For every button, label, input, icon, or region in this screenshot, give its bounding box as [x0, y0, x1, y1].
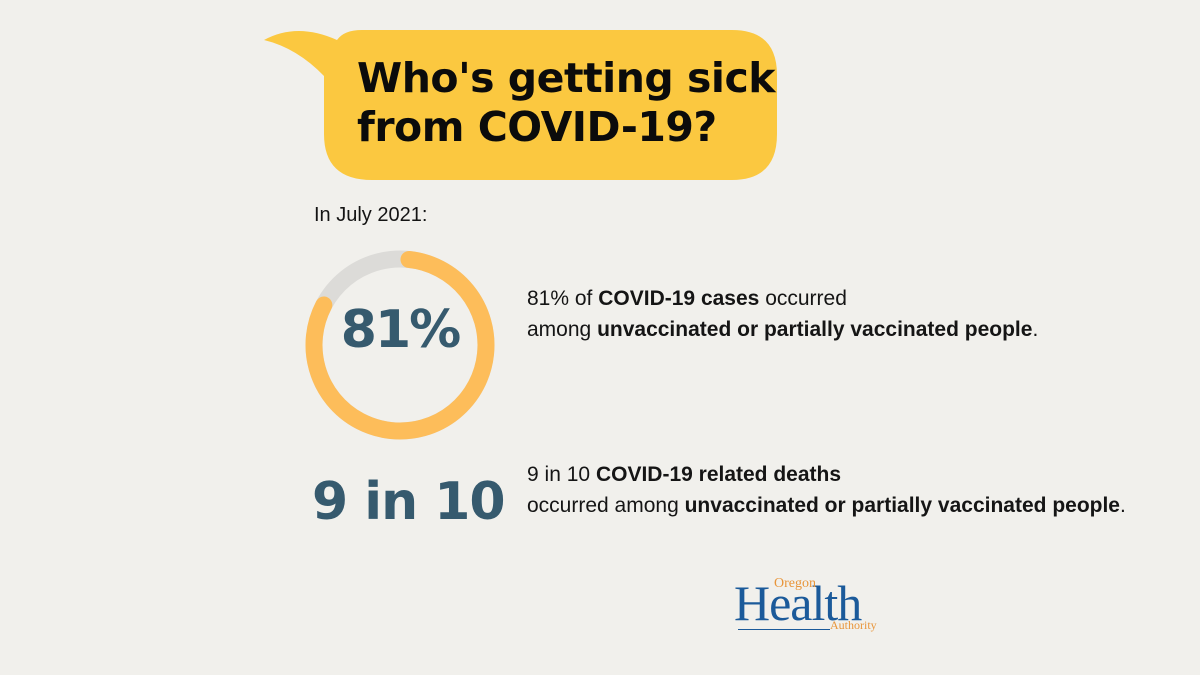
logo-underline	[738, 629, 830, 630]
ring-progress-arc	[305, 250, 495, 440]
logo-authority-text: Authority	[830, 618, 877, 632]
page-title: Who's getting sick from COVID-19?	[357, 54, 776, 152]
title-line-1: Who's getting sick	[357, 54, 776, 102]
title-speech-bubble: Who's getting sick from COVID-19?	[262, 28, 782, 184]
percent-value: 81%	[340, 300, 461, 360]
cases-statement: 81% of COVID-19 cases occurred among unva…	[527, 287, 1039, 341]
oregon-health-authority-logo: Health Oregon Authority	[734, 574, 894, 636]
date-subhead: In July 2021:	[314, 204, 428, 226]
title-line-2: from COVID-19?	[357, 103, 717, 151]
speech-bubble-shape	[264, 30, 777, 180]
logo-health-text: Health	[734, 575, 862, 631]
deaths-ratio-value: 9 in 10	[312, 472, 506, 532]
logo-oregon-text: Oregon	[774, 576, 816, 591]
percent-ring-chart	[305, 250, 495, 440]
deaths-statement: 9 in 10 COVID-19 related deaths occurred …	[527, 463, 1126, 517]
